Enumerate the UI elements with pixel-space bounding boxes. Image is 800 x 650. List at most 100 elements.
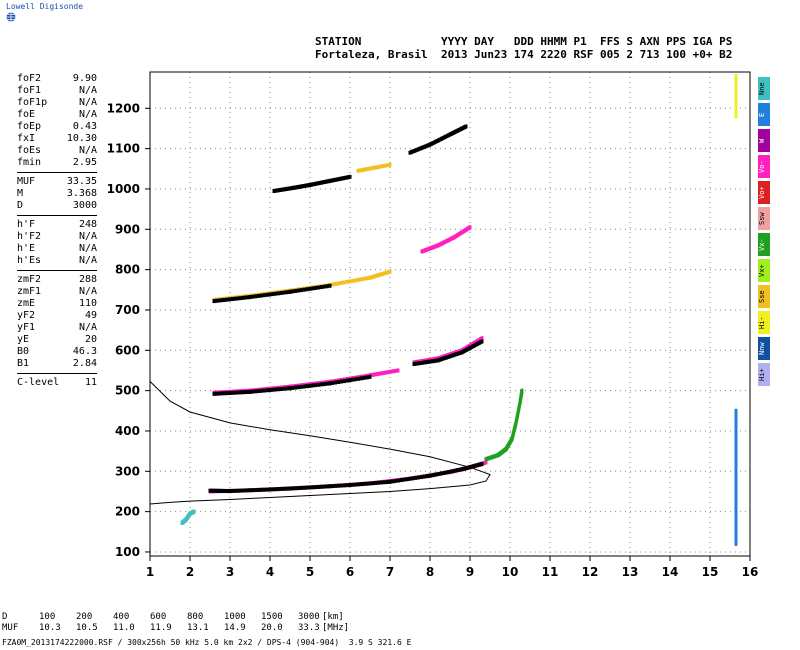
echo-point	[374, 480, 378, 485]
muf-value: 11.0	[113, 623, 135, 633]
echo-point	[734, 96, 738, 101]
echo-point	[359, 277, 363, 282]
echo-point	[291, 486, 295, 491]
echo-point	[322, 484, 326, 489]
param-row: B1 2.84	[17, 358, 97, 370]
param-name: B0	[17, 346, 30, 357]
x-tick-label: 5	[306, 565, 314, 579]
echo-point	[362, 276, 366, 281]
muf-value: 11.9	[150, 623, 172, 633]
echo-point	[455, 352, 459, 357]
param-name: yE	[17, 334, 30, 345]
echo-point	[372, 372, 376, 377]
x-tick-label: 3	[226, 565, 234, 579]
echo-point	[257, 487, 261, 492]
echo-point	[734, 503, 738, 508]
echo-point	[372, 165, 376, 170]
echo-point	[394, 368, 398, 373]
param-name: zmF2	[17, 274, 42, 285]
echo-point	[282, 290, 286, 295]
param-value: N/A	[78, 322, 97, 333]
echo-point	[441, 356, 445, 361]
param-row: foE N/A	[17, 109, 97, 121]
echo-point	[239, 488, 243, 493]
echo-point	[222, 297, 226, 302]
param-row: foEs N/A	[17, 145, 97, 157]
y-tick-label: 800	[115, 263, 140, 277]
param-name: D	[17, 200, 24, 211]
legend-badge: Vo-	[758, 155, 770, 178]
param-value: 9.90	[72, 73, 97, 84]
echo-point	[268, 292, 272, 297]
echo-point	[425, 474, 429, 479]
echo-point	[238, 296, 242, 301]
echo-point	[317, 484, 321, 489]
echo-point	[359, 482, 363, 487]
param-separator	[17, 373, 97, 374]
echo-point	[394, 478, 398, 483]
echo-point	[734, 514, 738, 519]
echo-point	[435, 472, 439, 477]
echo-point	[351, 278, 355, 283]
echo-point	[734, 112, 738, 117]
echo-point	[262, 388, 266, 393]
param-row: yF1 N/A	[17, 322, 97, 334]
echo-point	[445, 353, 449, 358]
echo-point	[240, 295, 244, 300]
echo-point	[434, 358, 438, 363]
echo-point	[317, 285, 321, 290]
echo-point	[359, 376, 363, 381]
echo-point	[448, 354, 452, 359]
echo-point	[342, 483, 346, 488]
echo-point	[220, 298, 224, 303]
echo-point	[277, 487, 281, 492]
param-value: N/A	[78, 85, 97, 96]
echo-point	[274, 291, 278, 296]
echo-point	[734, 497, 738, 502]
param-value: 110	[78, 298, 97, 309]
echo-point	[422, 360, 426, 365]
echo-point	[251, 389, 255, 394]
echo-point	[215, 298, 219, 303]
echo-point	[235, 296, 239, 301]
param-row: h'E N/A	[17, 243, 97, 255]
x-tick-label: 12	[582, 565, 599, 579]
distance-value: 200	[76, 612, 93, 622]
legend-badge: Ssw	[758, 207, 770, 230]
echo-point	[451, 469, 455, 474]
echo-point	[417, 361, 421, 366]
param-name: zmE	[17, 298, 36, 309]
echo-point	[363, 167, 367, 172]
echo-point	[311, 286, 315, 291]
echo-point	[288, 289, 292, 294]
distance-value: 800	[187, 612, 204, 622]
param-name: foE	[17, 109, 36, 120]
echo-point	[225, 297, 229, 302]
echo-point	[291, 289, 295, 294]
echo-point	[282, 486, 286, 491]
echo-point	[383, 163, 387, 168]
echo-point	[734, 483, 738, 488]
echo-point	[734, 486, 738, 491]
echo-point	[302, 287, 306, 292]
echo-point	[443, 356, 447, 361]
param-row: foF1 N/A	[17, 85, 97, 97]
echo-point	[265, 388, 269, 393]
param-separator	[17, 270, 97, 271]
echo-point	[297, 385, 301, 390]
echo-point	[331, 484, 335, 489]
echo-point	[734, 475, 738, 480]
echo-point	[192, 509, 196, 514]
echo-point	[441, 354, 445, 359]
echo-point	[271, 387, 275, 392]
echo-point	[328, 484, 332, 489]
echo-point	[348, 174, 352, 179]
echo-point	[391, 479, 395, 484]
echo-point	[734, 511, 738, 516]
echo-point	[458, 467, 462, 472]
echo-point	[243, 390, 247, 395]
echo-point	[448, 352, 452, 357]
echo-point	[331, 380, 335, 385]
echo-point	[374, 165, 378, 170]
echo-point	[734, 449, 738, 454]
